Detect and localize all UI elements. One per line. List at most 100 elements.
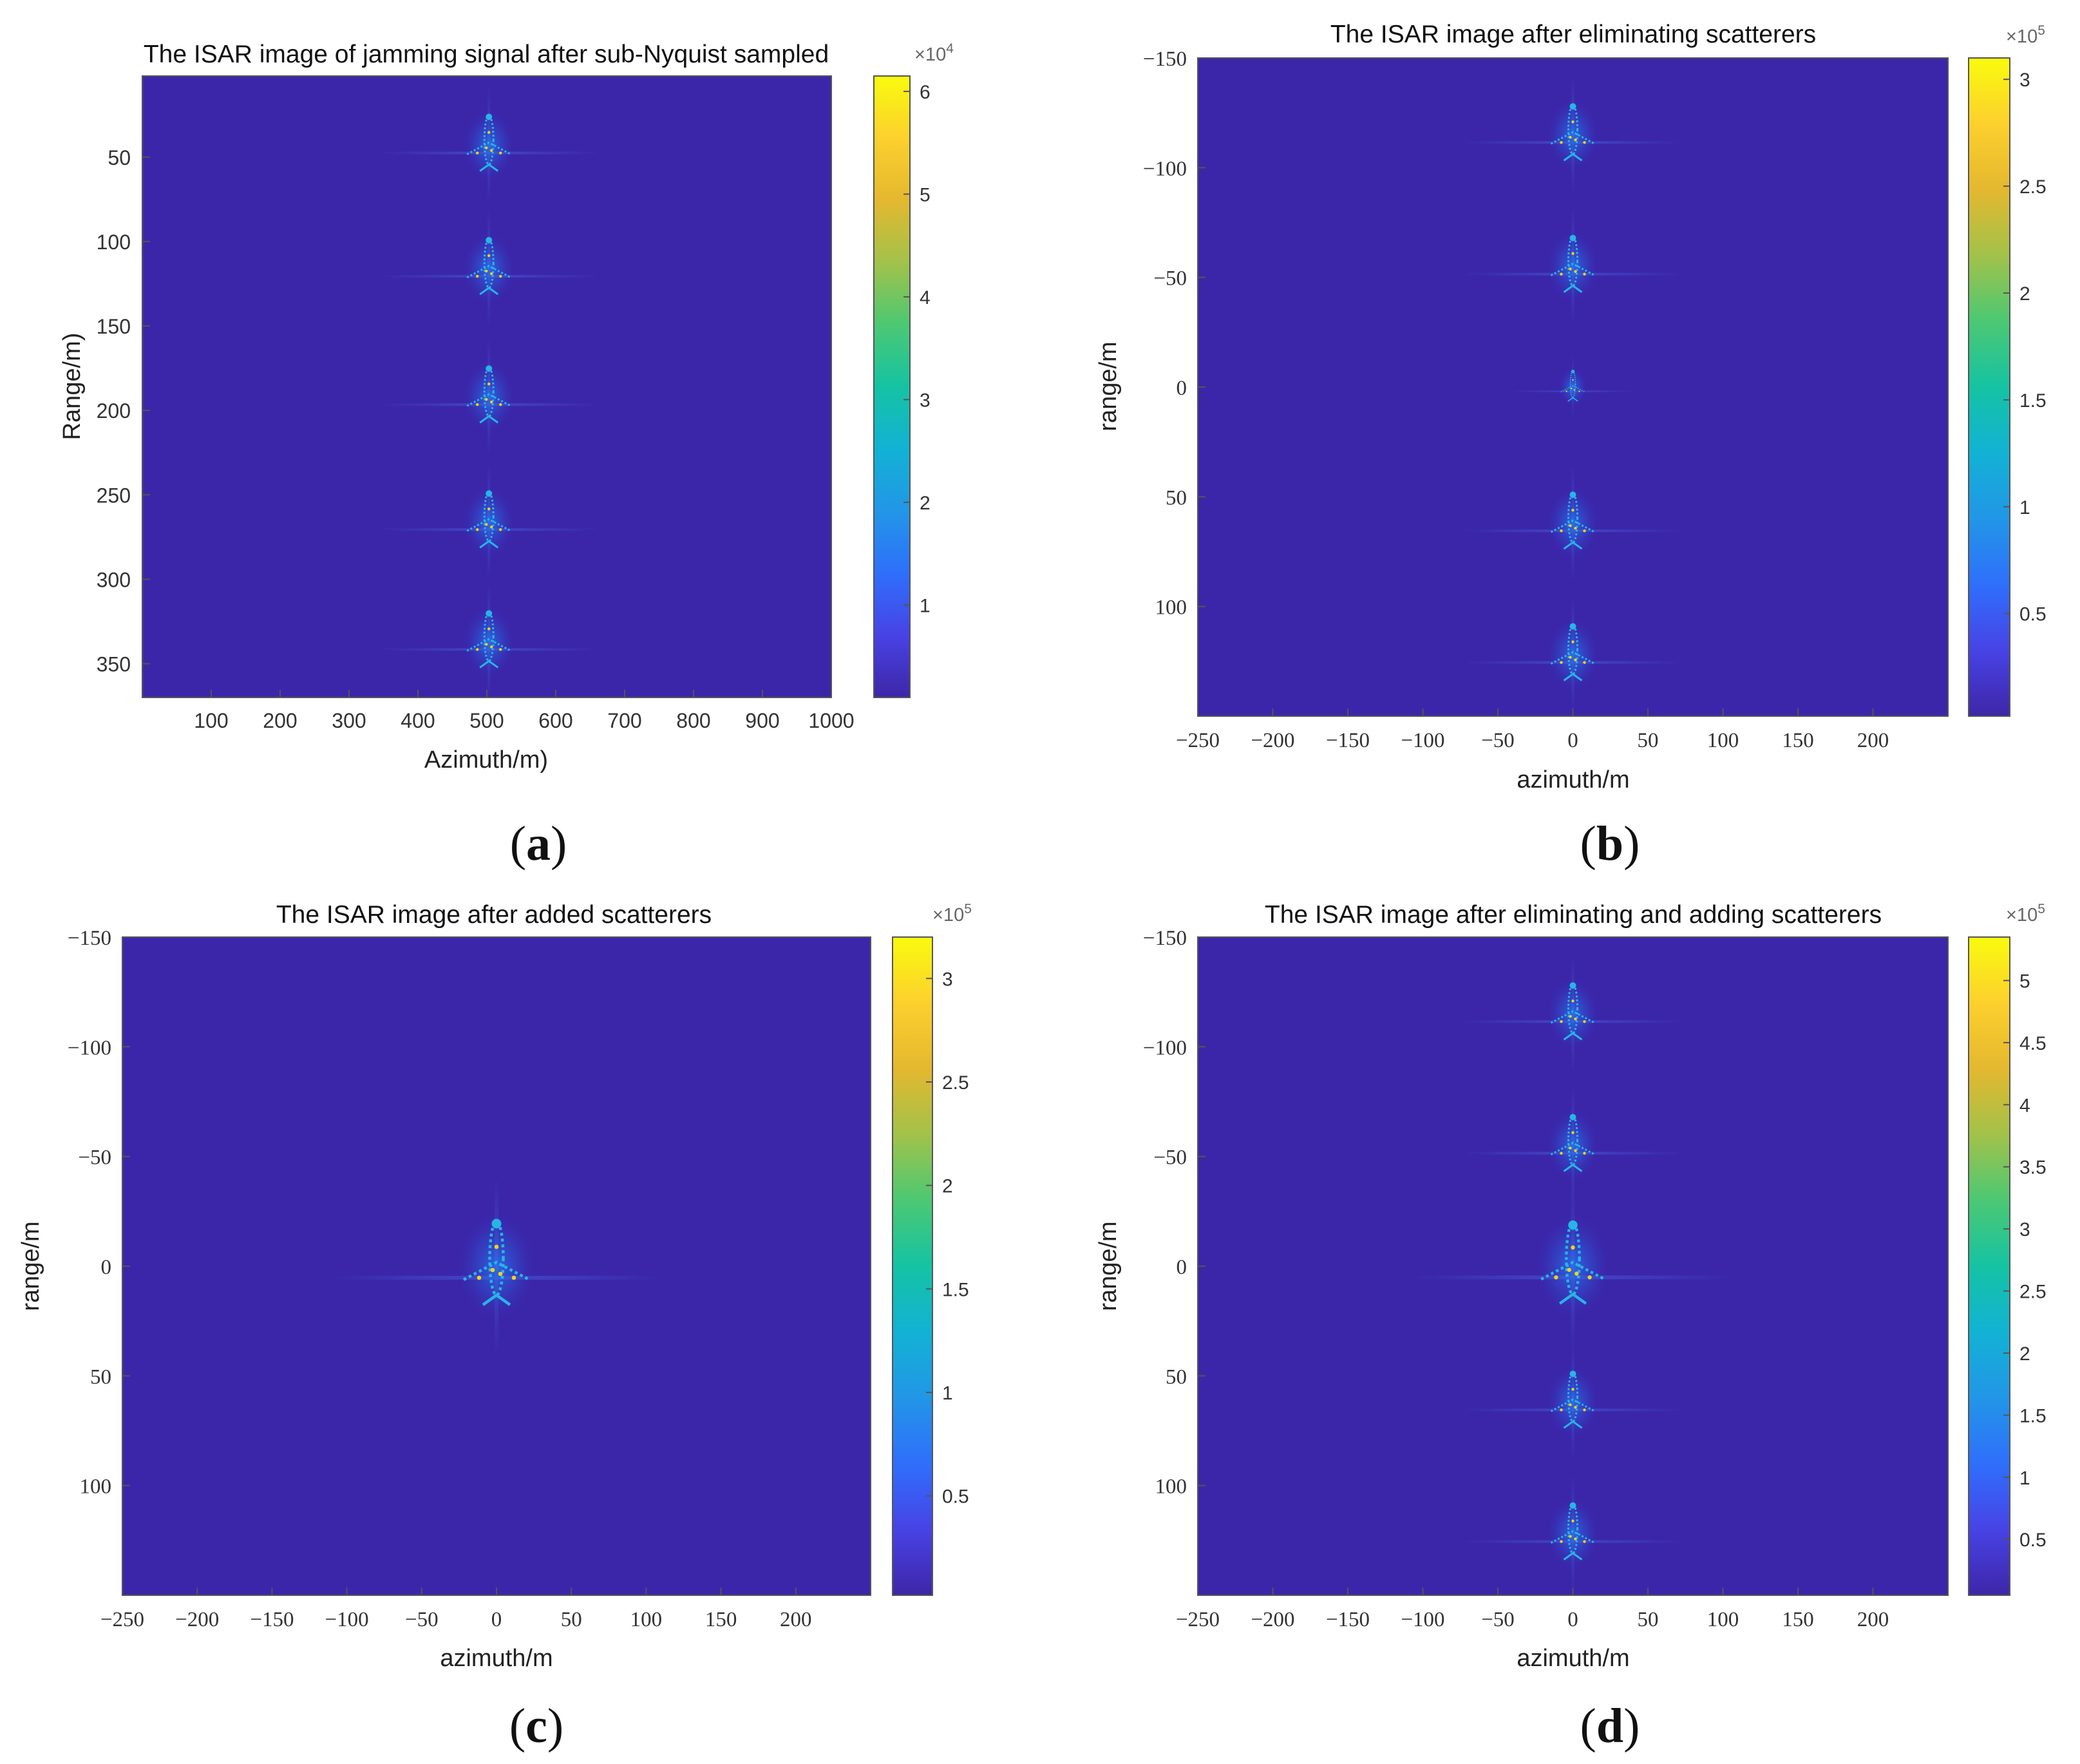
panel-b-target-2-wings <box>1550 262 1596 276</box>
panel-c-target-1-wings <box>462 1260 531 1281</box>
panel-b-target-3-scatterer <box>1578 390 1580 392</box>
panel-a-target-4-glow <box>462 484 516 560</box>
panel-b-ylabel: range/m <box>1095 341 1122 431</box>
panel-d-target-4-tail <box>1563 1420 1583 1429</box>
panel-a-target-3-scatterer <box>485 398 488 401</box>
panel-d-cb-tick-label: 3 <box>2019 1219 2030 1240</box>
panel-b-target-1-scatterer <box>1569 136 1572 139</box>
panel-b-xtick-label: −250 <box>1176 729 1220 752</box>
panel-b-target-3-scatterer <box>1565 390 1567 392</box>
panel-a-target-1-wings <box>466 141 511 155</box>
panel-a-target-2-nose <box>486 236 493 243</box>
panel-c-targets <box>332 1179 661 1353</box>
panel-c-colorbar-ticks: 0.5 1 1.5 2 2.5 3 <box>926 969 969 1508</box>
panel-b-target-4-fuselage <box>1567 492 1578 544</box>
panel-d-target-4-scatterer <box>1583 1408 1586 1412</box>
panel-a-label: (a) <box>510 817 567 871</box>
panel-b-cb-tick-label: 0.5 <box>2019 604 2047 625</box>
panel-b-target-1 <box>1463 77 1683 193</box>
panel-d-target-3-tail <box>1558 1292 1587 1305</box>
panel-d-target-3-wings <box>1540 1260 1605 1281</box>
panel-a-target-5-scatterer <box>490 645 493 649</box>
panel-a-target-4 <box>379 464 599 580</box>
panel-d-cb-tick-label: 5 <box>2019 971 2030 992</box>
panel-d-xtick-label: 50 <box>1638 1608 1659 1631</box>
panel-a-target-5-scatterer <box>499 648 502 651</box>
panel-b-target-2-scatterer <box>1571 252 1574 255</box>
panel-b-target-5-scatterer <box>1569 656 1572 659</box>
panel-a-target-3-wings <box>466 393 511 407</box>
panel-c-label: (c) <box>509 1699 563 1753</box>
panel-b-xtick-label: 200 <box>1857 729 1889 752</box>
panel-b-target-1-scatterer <box>1571 120 1574 124</box>
panel-a-ylabel: Range/m) <box>59 333 86 441</box>
panel-b-target-2-scatterer <box>1574 270 1577 273</box>
panel-d-target-4 <box>1463 1344 1683 1461</box>
panel-b-colorbar <box>1968 57 2010 717</box>
panel-d-target-2 <box>1463 1087 1683 1204</box>
panel-a-title: The ISAR image of jamming signal after s… <box>144 41 829 68</box>
panel-b-target-2-nose <box>1569 234 1576 242</box>
panel-d-cb-tick-label: 1 <box>2019 1468 2030 1489</box>
panel-a-target-2 <box>379 210 599 327</box>
panel-a-target-5 <box>379 583 599 700</box>
panel-a-target-5-tail <box>479 659 499 669</box>
panel-a-cb-tick-label: 5 <box>920 184 931 205</box>
svg-text:×105: ×105 <box>932 902 972 925</box>
panel-b-target-4-glow <box>1546 486 1600 561</box>
panel-a: The ISAR image of jamming signal after s… <box>59 41 954 871</box>
panel-a-target-1-tail <box>479 163 499 172</box>
panel-a-target-4-scatterer <box>485 523 488 526</box>
panel-a-target-2-scatterer <box>476 274 479 278</box>
panel-b-target-3-scatterer <box>1571 387 1573 390</box>
panel-b-target-1-scatterer <box>1560 141 1563 144</box>
panel-d-target-5-scatterer <box>1569 1535 1572 1538</box>
panel-d-xtick-label: −200 <box>1251 1608 1294 1631</box>
panel-c-target-1-scatterer <box>490 1267 495 1273</box>
panel-c-xtick-label: −50 <box>405 1608 439 1631</box>
panel-d-target-3-scatterer <box>1574 1271 1579 1276</box>
panel-d-target-2-nose <box>1569 1114 1576 1121</box>
panel-a-cb-tick-label: 4 <box>920 287 931 308</box>
panel-d-xlabel: azimuth/m <box>1517 1645 1629 1672</box>
panel-a-target-1-scatterer <box>499 151 502 155</box>
panel-b-target-5-wings <box>1550 650 1596 665</box>
panel-d-xticks: −250 −200 −150 −100 −50 0 50 100 150 200 <box>1176 1588 1889 1631</box>
panel-a-ytick-label: 50 <box>108 146 131 169</box>
panel-b-target-5-scatterer <box>1571 640 1574 643</box>
panel-b-colorbar-ticks: 0.5 1 1.5 2 2.5 3 <box>2003 70 2047 625</box>
panel-c-cb-tick-label: 1 <box>942 1383 953 1404</box>
panel-c-xlabel: azimuth/m <box>440 1645 553 1672</box>
panel-b-target-4-wings <box>1550 519 1596 533</box>
panel-a-target-2-tail <box>479 287 499 296</box>
panel-c-cb-tick-label: 0.5 <box>942 1486 969 1508</box>
panel-d-xtick-label: −50 <box>1481 1608 1515 1631</box>
panel-b-target-2-scatterer <box>1560 272 1563 276</box>
panel-b-target-4-scatterer <box>1569 524 1572 527</box>
panel-d-target-2-wings <box>1550 1141 1596 1155</box>
panel-b-target-4-tail <box>1563 541 1583 550</box>
panel-a-target-2-glow <box>462 231 516 306</box>
panel-b-target-5-glow <box>1546 617 1600 692</box>
panel-a-target-1-scatterer <box>490 149 493 152</box>
panel-c-ytick-label: −150 <box>68 927 111 950</box>
panel-b-xtick-label: 50 <box>1638 729 1659 752</box>
panel-d-target-1-scatterer <box>1569 1015 1572 1018</box>
panel-a-target-3-scatterer <box>476 403 479 406</box>
panel-d-target-3-glow <box>1533 1211 1612 1321</box>
panel-d-target-4-glow <box>1546 1365 1600 1440</box>
panel-a-target-5-scatterer <box>487 627 491 631</box>
panel-a-target-3-scatterer <box>499 403 502 406</box>
panel-d-targets <box>1414 956 1732 1592</box>
panel-b-xtick-label: −200 <box>1251 729 1294 752</box>
panel-b-ytick-label: 50 <box>1166 486 1187 509</box>
panel-a-target-2-scatterer <box>485 269 488 273</box>
panel-c-colorbar <box>892 936 933 1596</box>
panel-a-ytick-label: 250 <box>97 484 131 507</box>
panel-a-xlabel: Azimuth/m) <box>424 746 548 773</box>
panel-d-target-5-scatterer <box>1574 1537 1577 1541</box>
panel-a-ytick-label: 300 <box>97 568 131 591</box>
panel-d-colorbar-multiplier: ×105 <box>2006 902 2045 925</box>
panel-d-label: (d) <box>1580 1699 1640 1753</box>
panel-b-xtick-label: −150 <box>1326 729 1370 752</box>
